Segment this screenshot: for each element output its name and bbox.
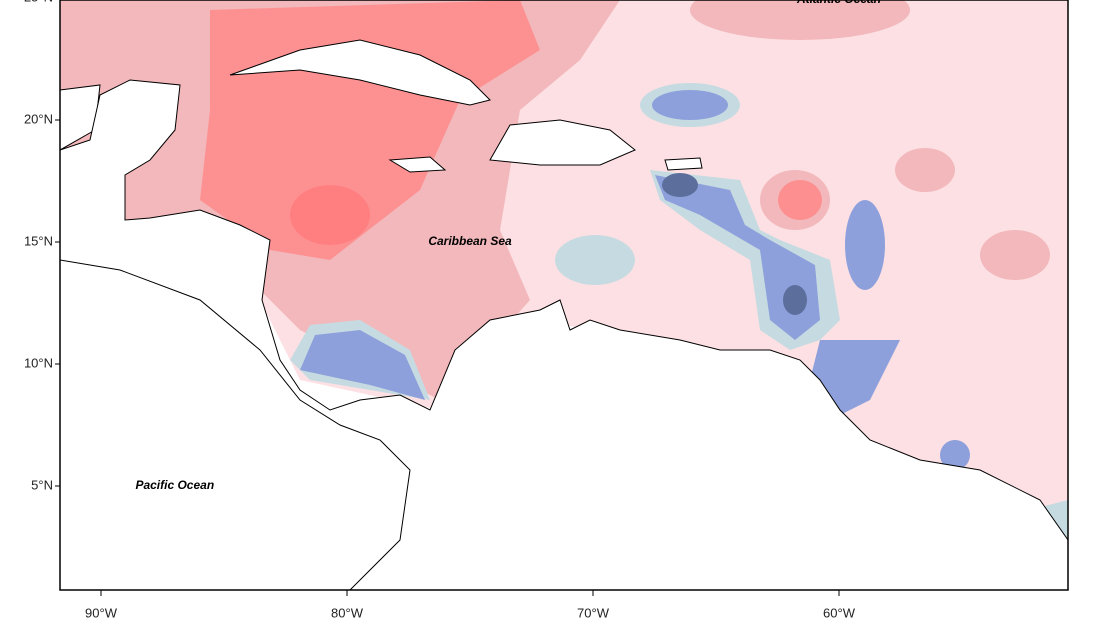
frame xyxy=(59,0,1069,591)
lat-tick-label: 20°N xyxy=(24,111,53,126)
place-label: Caribbean Sea xyxy=(428,234,512,248)
lat-tick-label: 10°N xyxy=(24,355,53,370)
lon-tick-label: 70°W xyxy=(577,605,610,620)
place-label: Pacific Ocean xyxy=(135,478,214,492)
lon-tick-label: 60°W xyxy=(823,605,856,620)
lon-tick-label: 80°W xyxy=(331,605,364,620)
lat-tick-label: 15°N xyxy=(24,233,53,248)
field xyxy=(60,0,1068,590)
lat-tick-label: 25°N xyxy=(24,0,53,4)
lat-tick-label: 5°N xyxy=(31,477,53,492)
lon-tick-label: 90°W xyxy=(85,605,118,620)
place-label: Atlantic Ocean xyxy=(796,0,881,6)
